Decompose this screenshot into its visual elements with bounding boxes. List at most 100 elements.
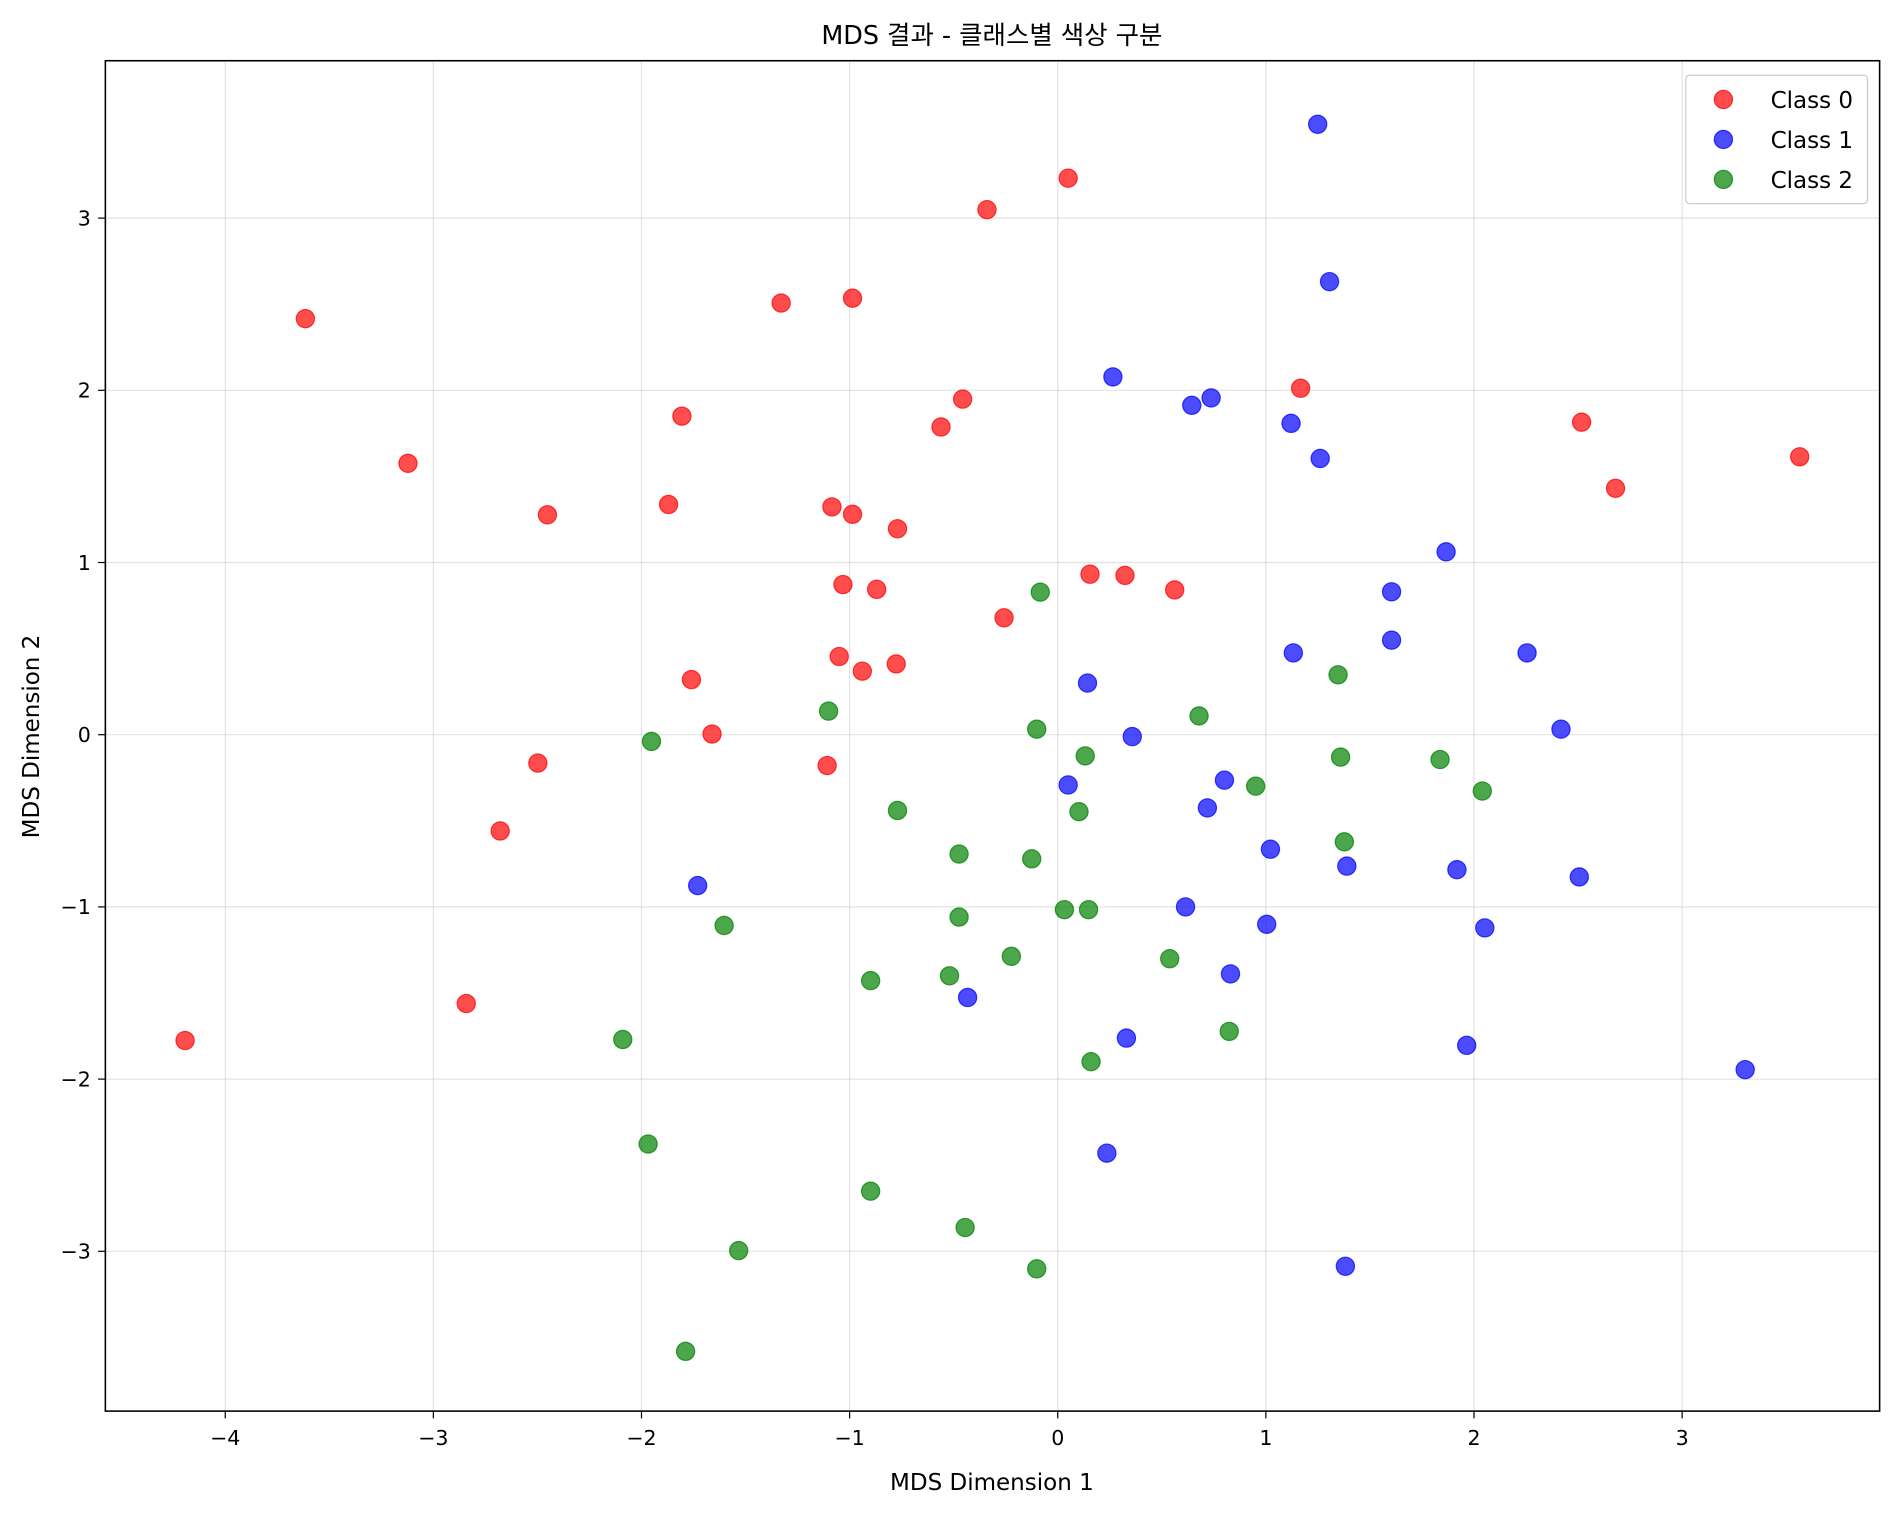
data-point bbox=[771, 293, 791, 313]
data-point bbox=[1189, 706, 1209, 726]
data-point bbox=[687, 875, 708, 896]
data-point bbox=[1214, 770, 1235, 790]
data-point bbox=[887, 519, 908, 539]
data-point bbox=[1330, 747, 1351, 767]
data-point bbox=[1551, 719, 1571, 739]
data-point bbox=[994, 608, 1014, 628]
data-point bbox=[1381, 582, 1402, 602]
chart-title: MDS 결과 - 클래스별 색상 구분 bbox=[821, 20, 1162, 50]
legend-label: Class 1 bbox=[1771, 128, 1853, 154]
data-point bbox=[1078, 899, 1099, 920]
data-point bbox=[1290, 378, 1311, 398]
data-point bbox=[1260, 839, 1281, 859]
x-axis-label: MDS Dimension 1 bbox=[890, 1470, 1094, 1496]
data-point bbox=[1030, 582, 1050, 602]
legend-label: Class 0 bbox=[1771, 88, 1853, 114]
data-point bbox=[833, 574, 853, 595]
data-point bbox=[1081, 1052, 1101, 1072]
legend: Class 0 Class 1 Class 2 bbox=[1685, 74, 1869, 205]
data-point bbox=[829, 646, 849, 667]
x-axis-ticks: −4 −3 −2 −1 0 1 2 3 bbox=[210, 1411, 1689, 1450]
data-point bbox=[1475, 918, 1495, 938]
data-point bbox=[955, 1217, 975, 1238]
data-point bbox=[1381, 630, 1402, 650]
data-point bbox=[1027, 719, 1047, 739]
data-point bbox=[681, 669, 702, 690]
x-tick-label: −3 bbox=[418, 1426, 448, 1450]
x-tick-label: 3 bbox=[1676, 1426, 1689, 1450]
data-point bbox=[842, 288, 863, 308]
y-tick-label: −3 bbox=[60, 1240, 90, 1264]
data-point bbox=[1337, 856, 1357, 876]
data-point bbox=[1160, 949, 1180, 969]
data-point bbox=[1436, 542, 1456, 562]
data-point bbox=[977, 199, 997, 220]
data-point bbox=[1001, 946, 1022, 967]
data-point bbox=[490, 821, 510, 841]
data-point bbox=[860, 1181, 881, 1201]
data-point bbox=[537, 505, 558, 525]
y-tick-label: −1 bbox=[60, 895, 90, 919]
data-point bbox=[1165, 580, 1185, 600]
data-point bbox=[887, 800, 908, 821]
legend-marker bbox=[1713, 129, 1734, 150]
data-point bbox=[1245, 776, 1266, 796]
series-class-2 bbox=[613, 582, 1493, 1362]
plot-frame bbox=[104, 59, 1881, 1412]
y-tick-label: −2 bbox=[60, 1067, 90, 1091]
data-point bbox=[714, 915, 734, 936]
legend-label: Class 2 bbox=[1771, 168, 1853, 194]
data-point bbox=[949, 907, 969, 927]
data-point bbox=[852, 661, 873, 681]
data-point bbox=[860, 970, 881, 991]
data-point bbox=[1219, 1021, 1239, 1042]
data-point bbox=[1075, 746, 1095, 766]
data-point bbox=[1605, 478, 1626, 498]
data-point bbox=[175, 1030, 195, 1051]
data-point bbox=[931, 417, 951, 437]
x-tick-label: −2 bbox=[626, 1426, 656, 1450]
data-point bbox=[1080, 564, 1100, 584]
x-tick-label: 2 bbox=[1467, 1426, 1480, 1450]
x-tick-label: −4 bbox=[210, 1426, 240, 1450]
data-point bbox=[1335, 1256, 1356, 1276]
grid bbox=[105, 60, 1880, 1412]
data-point bbox=[1201, 388, 1221, 408]
data-point bbox=[702, 724, 722, 744]
data-point bbox=[638, 1134, 658, 1154]
data-point bbox=[1472, 781, 1493, 801]
data-point bbox=[1447, 860, 1467, 880]
data-point bbox=[866, 579, 887, 600]
data-point bbox=[886, 654, 906, 674]
data-point bbox=[1115, 565, 1135, 586]
data-point bbox=[613, 1029, 633, 1050]
y-tick-label: 3 bbox=[78, 206, 91, 230]
data-point bbox=[1122, 726, 1142, 747]
data-point bbox=[641, 731, 662, 752]
data-point bbox=[1054, 899, 1075, 920]
data-point bbox=[1022, 849, 1042, 869]
x-tick-label: 1 bbox=[1259, 1426, 1272, 1450]
data-point bbox=[1116, 1028, 1137, 1048]
data-point bbox=[1069, 801, 1089, 822]
data-point bbox=[1220, 964, 1241, 984]
data-point bbox=[1334, 832, 1355, 852]
data-point bbox=[1103, 367, 1123, 387]
legend-marker bbox=[1713, 89, 1734, 110]
data-point bbox=[822, 497, 842, 517]
data-point bbox=[1319, 271, 1340, 292]
y-axis-ticks: −3 −2 −1 0 1 2 3 bbox=[60, 206, 106, 1264]
data-point bbox=[1027, 1259, 1047, 1279]
x-tick-label: 0 bbox=[1051, 1426, 1064, 1450]
data-point bbox=[1569, 867, 1589, 887]
data-point bbox=[1257, 914, 1277, 934]
data-point bbox=[672, 406, 692, 426]
data-point bbox=[1735, 1059, 1755, 1080]
data-point bbox=[528, 753, 548, 773]
data-point bbox=[1307, 114, 1328, 134]
legend-frame bbox=[1685, 74, 1869, 205]
legend-marker bbox=[1713, 169, 1734, 190]
data-point bbox=[1058, 168, 1078, 188]
